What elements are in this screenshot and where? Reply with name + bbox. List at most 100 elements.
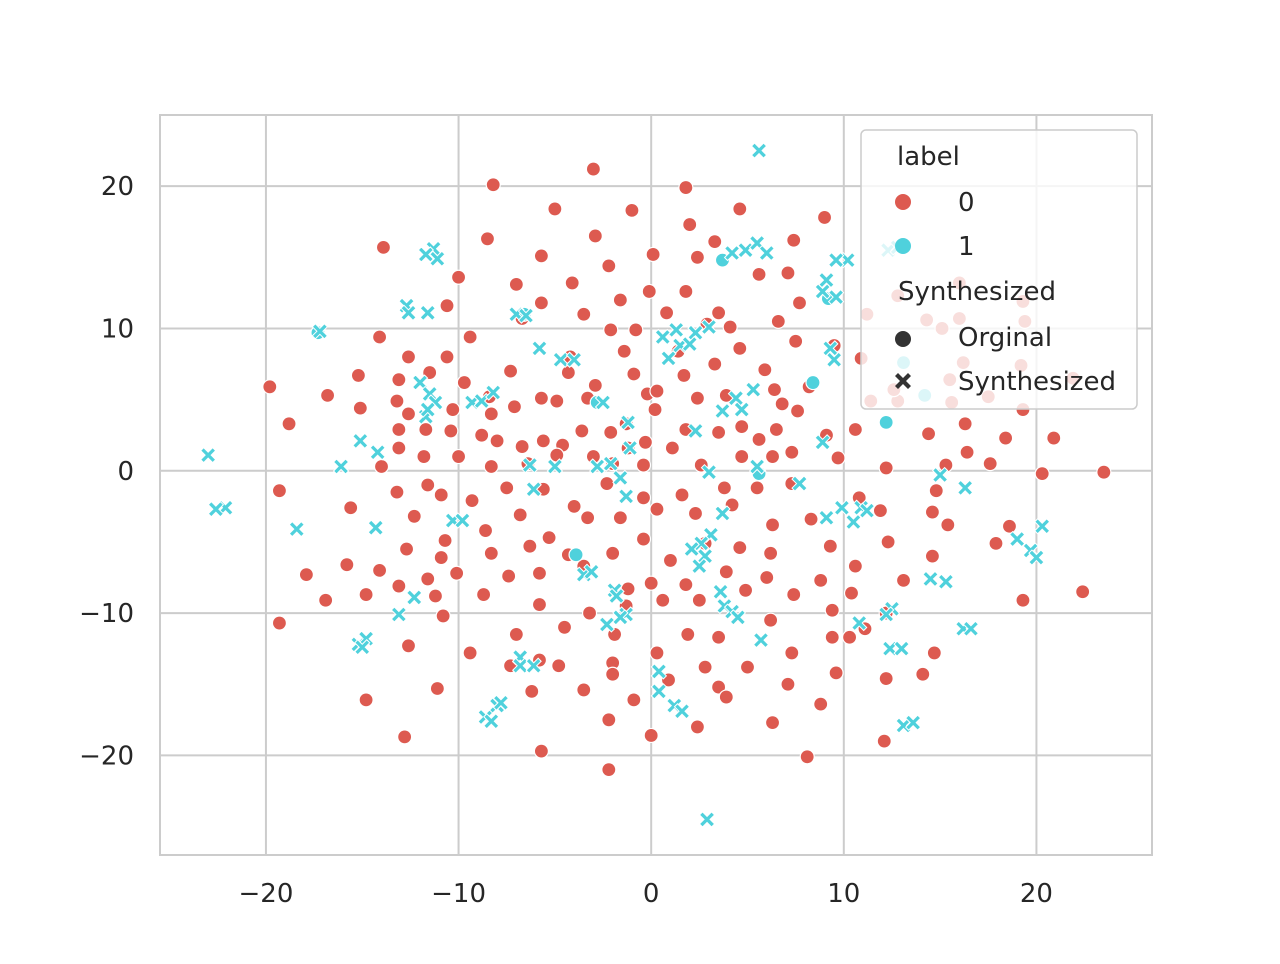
data-point — [643, 727, 659, 744]
data-point-x — [525, 657, 542, 674]
data-point — [789, 403, 806, 419]
data-point — [464, 493, 480, 509]
data-point-x — [1008, 530, 1026, 548]
data-point — [828, 665, 844, 681]
data-point — [420, 571, 436, 587]
data-point — [764, 715, 781, 731]
data-point — [732, 201, 748, 217]
data-point — [522, 538, 538, 554]
data-point-x — [390, 606, 408, 623]
data-point-x — [531, 340, 548, 357]
data-point — [343, 500, 359, 516]
data-point-x — [406, 589, 423, 606]
data-point — [603, 322, 619, 338]
data-point-x — [354, 639, 371, 656]
data-point — [585, 161, 601, 177]
data-point-x — [700, 318, 718, 336]
data-point — [524, 683, 540, 699]
data-point-x — [712, 583, 729, 600]
data-point — [533, 248, 549, 264]
data-point — [786, 232, 802, 248]
data-point — [371, 329, 388, 345]
data-point — [764, 517, 781, 533]
data-point — [662, 552, 679, 569]
data-point-x — [517, 307, 535, 324]
data-point — [732, 340, 748, 356]
data-point — [483, 406, 499, 422]
data-point — [389, 393, 405, 409]
data-point — [626, 366, 642, 382]
data-point — [626, 692, 642, 708]
data-point — [580, 510, 596, 526]
legend-box — [860, 129, 1138, 410]
data-point-x — [352, 432, 369, 450]
data-point-x — [621, 439, 639, 457]
data-point — [1034, 466, 1050, 482]
data-point — [805, 374, 821, 391]
data-point — [358, 586, 374, 603]
data-point-x — [691, 557, 708, 575]
data-point-x — [617, 488, 635, 505]
data-point-x — [714, 402, 731, 420]
data-point — [687, 505, 704, 522]
data-point-x — [594, 394, 612, 411]
data-point — [439, 349, 455, 365]
data-point — [450, 448, 467, 465]
data-point — [445, 401, 461, 418]
data-point — [416, 448, 432, 465]
data-point — [549, 393, 565, 409]
data-point — [689, 719, 706, 735]
data-point — [400, 406, 417, 422]
data-point — [508, 276, 524, 292]
data-point-x — [814, 283, 831, 300]
data-point — [391, 578, 407, 594]
data-point — [581, 605, 598, 621]
data-point — [707, 234, 723, 250]
data-point — [780, 676, 796, 692]
data-point — [397, 729, 413, 745]
data-point — [560, 364, 576, 381]
data-point — [556, 619, 573, 635]
data-point-x — [877, 606, 895, 623]
data-point-x — [311, 323, 329, 340]
data-point — [824, 602, 840, 618]
data-point — [564, 275, 580, 291]
data-point-x — [612, 469, 629, 487]
data-point-x — [660, 350, 677, 367]
data-point-x — [687, 324, 704, 341]
data-point — [716, 480, 732, 496]
data-point — [499, 480, 515, 496]
data-point — [603, 424, 619, 440]
y-tick-label: 10 — [101, 314, 134, 344]
data-point — [358, 692, 374, 708]
data-point — [437, 532, 453, 549]
data-point — [281, 416, 297, 432]
series-1-x — [199, 142, 1051, 828]
data-point — [751, 431, 767, 448]
data-point — [707, 356, 723, 372]
data-point — [998, 430, 1014, 446]
data-point — [450, 269, 467, 285]
data-point — [768, 421, 784, 438]
data-point-x — [893, 640, 910, 657]
data-point — [649, 383, 665, 399]
data-point-x — [332, 458, 350, 475]
data-point-x — [454, 512, 471, 529]
data-point-x — [729, 609, 747, 626]
data-point — [924, 548, 941, 564]
data-point-x — [791, 475, 808, 492]
legend-marker-original — [895, 331, 911, 347]
data-point-x — [417, 246, 435, 263]
data-point — [799, 749, 815, 765]
data-point — [711, 629, 727, 645]
data-point — [680, 626, 696, 643]
data-point — [576, 682, 592, 698]
legend-marker-label-0 — [895, 194, 911, 210]
data-point — [502, 363, 519, 379]
data-point — [645, 246, 661, 263]
data-point-x — [207, 500, 225, 518]
data-point-x — [700, 463, 718, 481]
data-point — [635, 490, 652, 506]
